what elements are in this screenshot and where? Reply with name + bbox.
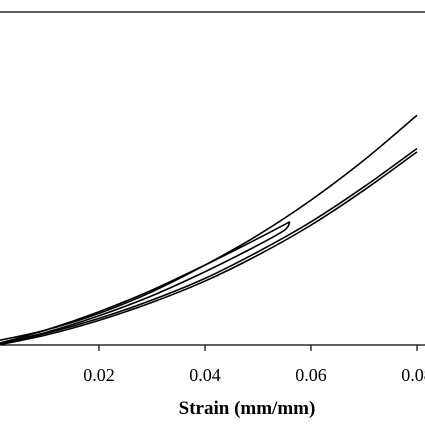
x-tick-label: 0.04 [189, 365, 221, 385]
series-line-4 [0, 221, 291, 344]
x-axis-title: Strain (mm/mm) [179, 398, 316, 419]
x-tick-label: 0.06 [295, 365, 327, 385]
series-layer [0, 114, 418, 346]
x-axis-ticks: 0.02 0.04 0.06 0.08 [83, 345, 425, 385]
x-tick-label: 0.02 [83, 365, 115, 385]
series-line-5 [0, 221, 291, 345]
series-line-3 [0, 151, 418, 346]
plot-area: 0.02 0.04 0.06 0.08 [0, 11, 425, 385]
x-tick-label: 0.08 [401, 365, 425, 385]
series-line-2 [0, 147, 418, 345]
